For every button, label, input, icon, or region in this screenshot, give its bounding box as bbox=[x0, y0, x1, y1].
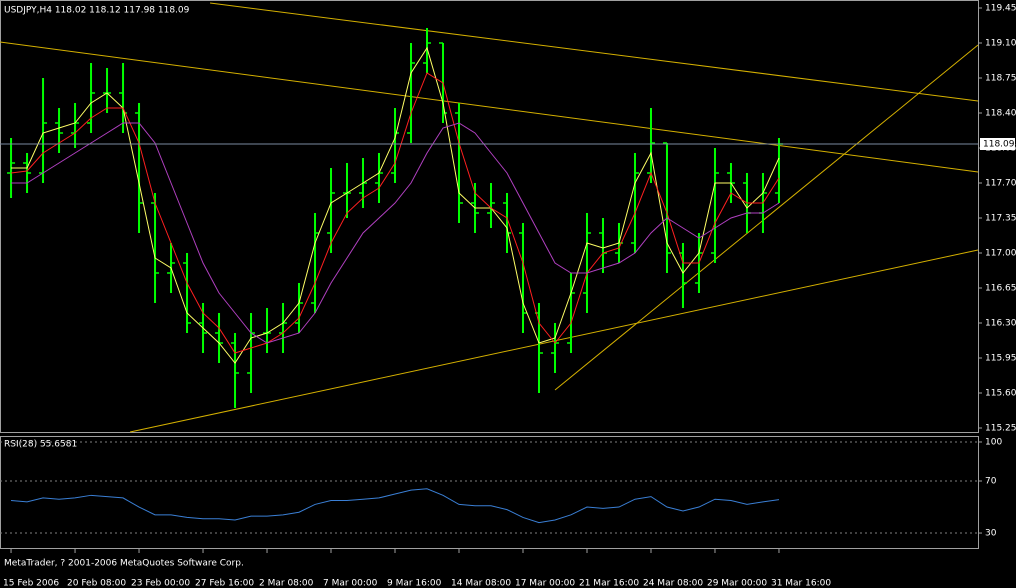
rsi-tick-label: 100 bbox=[985, 437, 1002, 447]
rsi-tick-label: 30 bbox=[985, 529, 997, 539]
current-price-label: 118.09 bbox=[983, 140, 1015, 150]
y-tick-label: 115.95 bbox=[985, 354, 1016, 364]
current-price-box bbox=[980, 138, 1015, 150]
y-tick-label: 119.10 bbox=[985, 39, 1016, 49]
rsi-panel bbox=[0, 436, 979, 549]
y-tick-label: 115.60 bbox=[985, 389, 1016, 399]
rsi-line bbox=[10, 488, 780, 524]
x-tick-label: 7 Mar 00:00 bbox=[323, 579, 378, 588]
x-tick-label: 20 Feb 08:00 bbox=[67, 579, 126, 588]
x-tick-label: 15 Feb 2006 bbox=[3, 579, 59, 588]
x-tick-label: 2 Mar 08:00 bbox=[259, 579, 314, 588]
chart-title: USDJPY,H4 118.02 118.12 117.98 118.09 bbox=[4, 6, 190, 16]
y-tick-label: 119.45 bbox=[985, 4, 1016, 14]
footer: MetaTrader, ? 2001-2006 MetaQuotes Softw… bbox=[4, 559, 244, 569]
moving-average bbox=[11, 122, 780, 344]
x-tick-label: 27 Feb 16:00 bbox=[195, 579, 254, 588]
x-tick-label: 21 Mar 16:00 bbox=[579, 579, 639, 588]
x-tick-label: 24 Mar 08:00 bbox=[643, 579, 703, 588]
x-tick-label: 31 Mar 16:00 bbox=[771, 579, 831, 588]
y-tick-label: 118.75 bbox=[985, 74, 1016, 84]
y-tick-label: 118.40 bbox=[985, 109, 1016, 119]
x-tick-label: 17 Mar 00:00 bbox=[515, 579, 575, 588]
rsi-title: RSI(28) 55.6581 bbox=[4, 440, 77, 450]
x-tick-label: 9 Mar 16:00 bbox=[387, 579, 442, 588]
trend-line bbox=[554, 44, 979, 391]
moving-average bbox=[11, 46, 780, 364]
y-tick-label: 117.35 bbox=[985, 214, 1016, 224]
y-tick-label: 116.30 bbox=[985, 319, 1016, 329]
trend-line bbox=[0, 41, 979, 173]
moving-average bbox=[10, 72, 780, 354]
rsi-tick-label: 70 bbox=[985, 477, 997, 487]
y-tick-label: 115.25 bbox=[985, 424, 1016, 434]
trend-line bbox=[209, 2, 979, 102]
y-tick-label: 117.00 bbox=[985, 249, 1016, 259]
x-tick-label: 29 Mar 00:00 bbox=[707, 579, 767, 588]
y-tick-label: 116.65 bbox=[985, 284, 1016, 294]
x-tick-label: 14 Mar 08:00 bbox=[451, 579, 511, 588]
x-tick-label: 23 Feb 00:00 bbox=[131, 579, 190, 588]
y-tick-label: 117.70 bbox=[985, 179, 1016, 189]
price-panel bbox=[0, 0, 979, 433]
